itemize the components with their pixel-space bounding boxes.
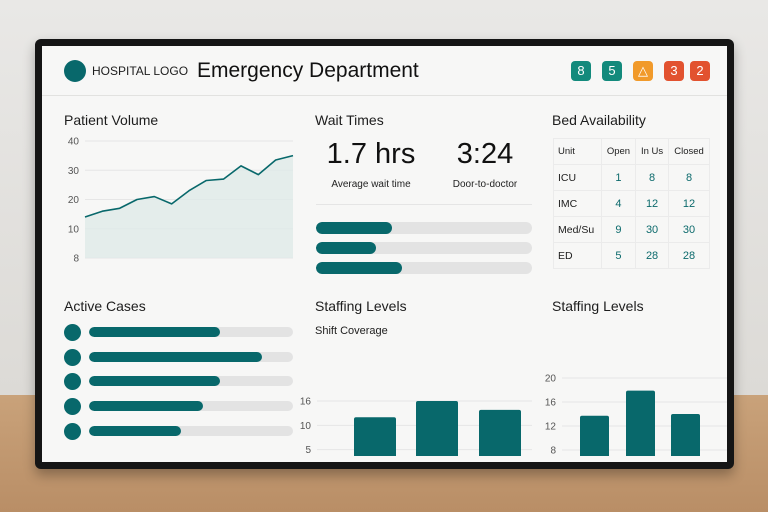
case-avatar[interactable] (64, 398, 81, 416)
case-progress-bar (89, 376, 293, 387)
status-badge[interactable]: 3 (664, 61, 684, 81)
case-progress-bar (89, 351, 293, 362)
warning-icon[interactable]: △ (633, 61, 653, 81)
average-wait-label: Average wait time (331, 179, 411, 190)
table-cell: 30 (635, 216, 670, 243)
active-cases-title: Active Cases (64, 298, 146, 314)
y-tick-label: 20 (545, 374, 557, 385)
case-avatar[interactable] (64, 348, 81, 366)
wait-progress-bar (316, 262, 532, 274)
door-to-doctor-value: 3:24 (456, 138, 514, 170)
bed-availability-table: Unit Open In Us Closed ICU 1 8 8 IMC 4 12 12 Med/Su 9… (553, 138, 710, 269)
table-cell: 4 (600, 190, 637, 217)
bar (416, 401, 458, 456)
y-tick-label: 5 (305, 445, 311, 456)
wait-progress-bar (316, 242, 532, 254)
y-tick-label: 40 (68, 137, 80, 148)
case-avatar[interactable] (64, 422, 81, 440)
case-avatar[interactable] (64, 324, 81, 341)
table-cell: IMC (553, 190, 602, 217)
case-avatar[interactable] (64, 373, 81, 391)
shift-coverage-chart: 1610508 AM - 2 PM2 PM - 8 PM8 PM - 8 AM (300, 397, 532, 456)
table-cell: 9 (600, 216, 637, 243)
bar (671, 414, 700, 456)
table-cell: 8 (635, 164, 670, 191)
y-tick-label: 16 (300, 397, 312, 408)
y-tick-label: 16 (545, 398, 557, 409)
progress-fill (89, 351, 263, 362)
y-tick-label: 8 (73, 254, 79, 265)
table-row: ICU 1 8 8 (553, 164, 710, 191)
y-tick-label: 8 (550, 446, 556, 457)
table-cell: 30 (668, 216, 710, 243)
patient-volume-title: Patient Volume (64, 112, 159, 128)
divider (316, 204, 532, 205)
bar (479, 409, 521, 456)
wait-times-title: Wait Times (315, 112, 384, 128)
y-tick-label: 20 (68, 195, 80, 206)
door-to-doctor-label: Door-to-doctor (452, 179, 518, 190)
column-header: Closed (668, 138, 710, 165)
table-cell: 5 (600, 242, 637, 269)
hospital-logo-text: HOSPITAL LOGO (92, 64, 189, 78)
patient-volume-chart: 40 30 20 10 8 (68, 137, 294, 265)
progress-fill (89, 327, 220, 337)
bar (580, 415, 609, 456)
status-badge[interactable]: 2 (690, 61, 710, 81)
case-progress-bar (89, 327, 293, 337)
table-cell: Med/Su (553, 216, 602, 243)
table-cell: ICU (553, 164, 602, 191)
staffing-levels-title-2: Staffing Levels (552, 298, 644, 314)
header: HOSPITAL LOGO Emergency Department 8 5 △… (42, 46, 727, 96)
shift-coverage-subtitle: Shift Coverage (315, 325, 388, 337)
staffing-levels-chart: 20161280 (545, 374, 727, 457)
bed-availability-title: Bed Availability (552, 112, 646, 128)
status-badge[interactable]: 5 (602, 61, 622, 81)
progress-fill (316, 262, 403, 274)
progress-fill (89, 376, 220, 387)
bar (626, 390, 655, 456)
table-cell: 12 (635, 190, 670, 217)
table-row: ED 5 28 28 (553, 242, 710, 269)
page-title: Emergency Department (197, 59, 419, 82)
hospital-logo-icon (64, 60, 86, 82)
column-header: In Us (635, 138, 670, 165)
column-header: Open (600, 138, 637, 165)
staffing-levels-title: Staffing Levels (315, 298, 407, 314)
table-cell: 8 (668, 164, 710, 191)
wait-progress-bar (316, 222, 532, 234)
table-header-row: Unit Open In Us Closed (553, 138, 710, 165)
progress-fill (89, 401, 204, 412)
table-cell: 28 (635, 242, 670, 269)
case-progress-bar (89, 425, 293, 436)
status-badge[interactable]: 8 (571, 61, 591, 81)
bar (354, 417, 396, 456)
dashboard-screen: HOSPITAL LOGO Emergency Department 8 5 △… (42, 46, 727, 462)
area-fill (85, 155, 293, 258)
y-tick-label: 10 (300, 421, 312, 432)
column-header: Unit (553, 138, 602, 165)
table-row: IMC 4 12 12 (553, 190, 710, 217)
progress-fill (89, 425, 181, 436)
progress-fill (316, 222, 392, 234)
table-cell: 1 (600, 164, 637, 191)
table-cell: ED (553, 242, 602, 269)
average-wait-value: 1.7 hrs (326, 138, 416, 170)
y-tick-label: 30 (68, 166, 80, 177)
y-tick-label: 10 (68, 224, 80, 235)
case-progress-bar (89, 401, 293, 412)
table-row: Med/Su 9 30 30 (553, 216, 710, 243)
progress-fill (316, 242, 377, 254)
y-tick-label: 12 (545, 422, 557, 433)
table-cell: 28 (668, 242, 710, 269)
table-cell: 12 (668, 190, 710, 217)
